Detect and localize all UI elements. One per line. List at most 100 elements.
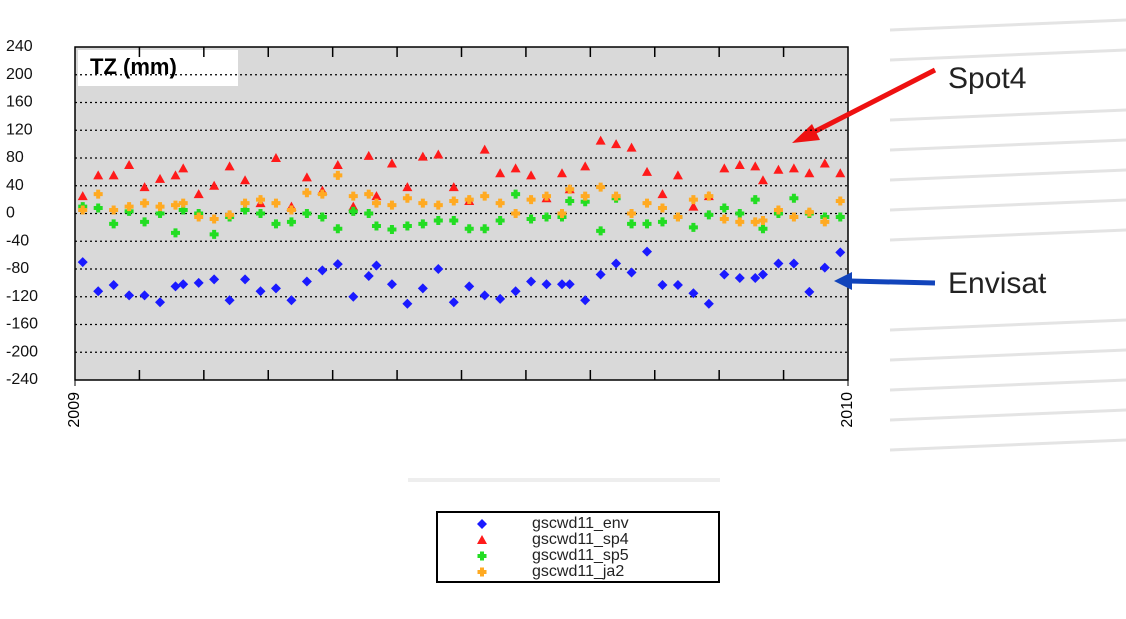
point (178, 163, 189, 173)
y-tick-label: -80 (6, 260, 29, 277)
point (333, 170, 343, 180)
point (703, 298, 714, 309)
point (719, 214, 729, 224)
point (256, 209, 266, 218)
point (495, 293, 506, 304)
point (93, 189, 103, 199)
point (526, 195, 536, 205)
point (93, 286, 104, 297)
point (301, 276, 312, 287)
point (387, 200, 397, 210)
point (627, 209, 637, 218)
point (364, 189, 374, 199)
point (556, 279, 567, 290)
arrow (792, 67, 937, 290)
point (140, 198, 150, 208)
point (170, 170, 181, 180)
point (835, 196, 845, 206)
point (596, 226, 606, 236)
point (673, 212, 683, 222)
point (835, 247, 846, 258)
point (448, 297, 459, 308)
point (124, 206, 134, 216)
point (256, 195, 266, 205)
point (108, 279, 119, 290)
y-tick-label: 80 (6, 149, 24, 166)
point (402, 221, 412, 231)
point (758, 215, 768, 225)
annotation: Spot4 (948, 62, 1026, 95)
point (433, 200, 443, 210)
point (109, 205, 119, 215)
point (402, 182, 413, 192)
point (77, 191, 88, 201)
point (209, 274, 220, 285)
point (580, 191, 590, 201)
point (495, 168, 506, 178)
point (672, 170, 683, 180)
legend-label: gscwd11_env (532, 515, 629, 532)
point (788, 163, 799, 173)
y-tick-label: 240 (6, 38, 33, 55)
point (240, 274, 251, 285)
point (302, 209, 312, 218)
point (348, 291, 359, 302)
point (124, 202, 134, 212)
point (332, 259, 343, 270)
point (704, 210, 714, 220)
point (464, 195, 474, 205)
point (225, 210, 235, 220)
point (750, 161, 761, 171)
point (526, 170, 537, 180)
point (178, 205, 188, 215)
point (155, 202, 165, 212)
point (363, 270, 374, 281)
point (750, 217, 760, 227)
y-tick-label: 200 (6, 66, 33, 83)
point (170, 200, 180, 210)
y-tick-label: 40 (6, 177, 24, 194)
x-tick-label: 2010 (839, 392, 856, 428)
point (580, 295, 591, 306)
point (317, 189, 327, 199)
point (209, 229, 219, 239)
point (626, 267, 637, 278)
point (209, 214, 219, 224)
y-tick-label: 160 (6, 94, 33, 111)
point (224, 161, 235, 171)
point (301, 172, 312, 182)
point (332, 159, 343, 169)
point (495, 215, 505, 225)
point (155, 173, 166, 183)
point (387, 224, 397, 234)
legend-label: gscwd11_ja2 (532, 563, 624, 580)
point (835, 168, 846, 178)
point (773, 205, 783, 215)
point (642, 198, 652, 208)
point (773, 258, 784, 269)
point (155, 209, 165, 218)
y-tick-label: -40 (6, 232, 29, 249)
point (270, 283, 281, 294)
point (170, 281, 181, 292)
point (789, 212, 799, 222)
point (704, 191, 714, 201)
point (657, 279, 668, 290)
point (642, 166, 653, 176)
point (240, 205, 250, 215)
point (433, 149, 444, 159)
point (735, 209, 745, 218)
point (449, 196, 459, 206)
point (109, 219, 119, 229)
point (688, 288, 699, 299)
point (178, 279, 189, 290)
point (611, 191, 621, 201)
point (271, 219, 281, 229)
point (333, 224, 343, 234)
point (240, 198, 250, 208)
point (477, 519, 487, 529)
point (642, 246, 653, 257)
point (402, 193, 412, 203)
point (418, 198, 428, 208)
